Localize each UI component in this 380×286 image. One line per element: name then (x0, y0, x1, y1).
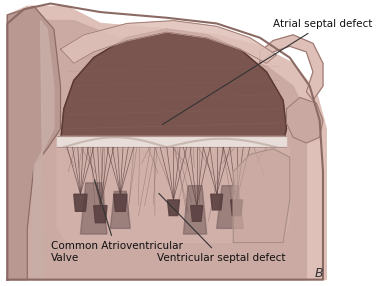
Text: B: B (314, 267, 323, 280)
Polygon shape (233, 149, 290, 243)
Polygon shape (211, 194, 223, 210)
Polygon shape (114, 194, 127, 211)
Polygon shape (60, 29, 287, 143)
Text: Ventricular septal defect: Ventricular septal defect (157, 193, 285, 263)
Text: Common Atrioventricular
Valve: Common Atrioventricular Valve (51, 180, 182, 263)
Polygon shape (184, 186, 207, 234)
Polygon shape (81, 183, 107, 234)
Polygon shape (21, 21, 306, 280)
Polygon shape (60, 21, 277, 63)
Polygon shape (260, 35, 323, 100)
Polygon shape (94, 206, 107, 223)
Polygon shape (287, 98, 323, 143)
Polygon shape (74, 194, 87, 211)
Polygon shape (217, 186, 243, 229)
Text: Atrial septal defect: Atrial septal defect (163, 19, 372, 124)
Polygon shape (57, 136, 287, 147)
Polygon shape (34, 21, 54, 280)
Polygon shape (231, 200, 242, 216)
Polygon shape (7, 6, 326, 280)
Polygon shape (191, 206, 203, 221)
Polygon shape (168, 200, 179, 216)
Polygon shape (7, 6, 60, 280)
Polygon shape (110, 191, 130, 229)
Polygon shape (57, 147, 290, 243)
